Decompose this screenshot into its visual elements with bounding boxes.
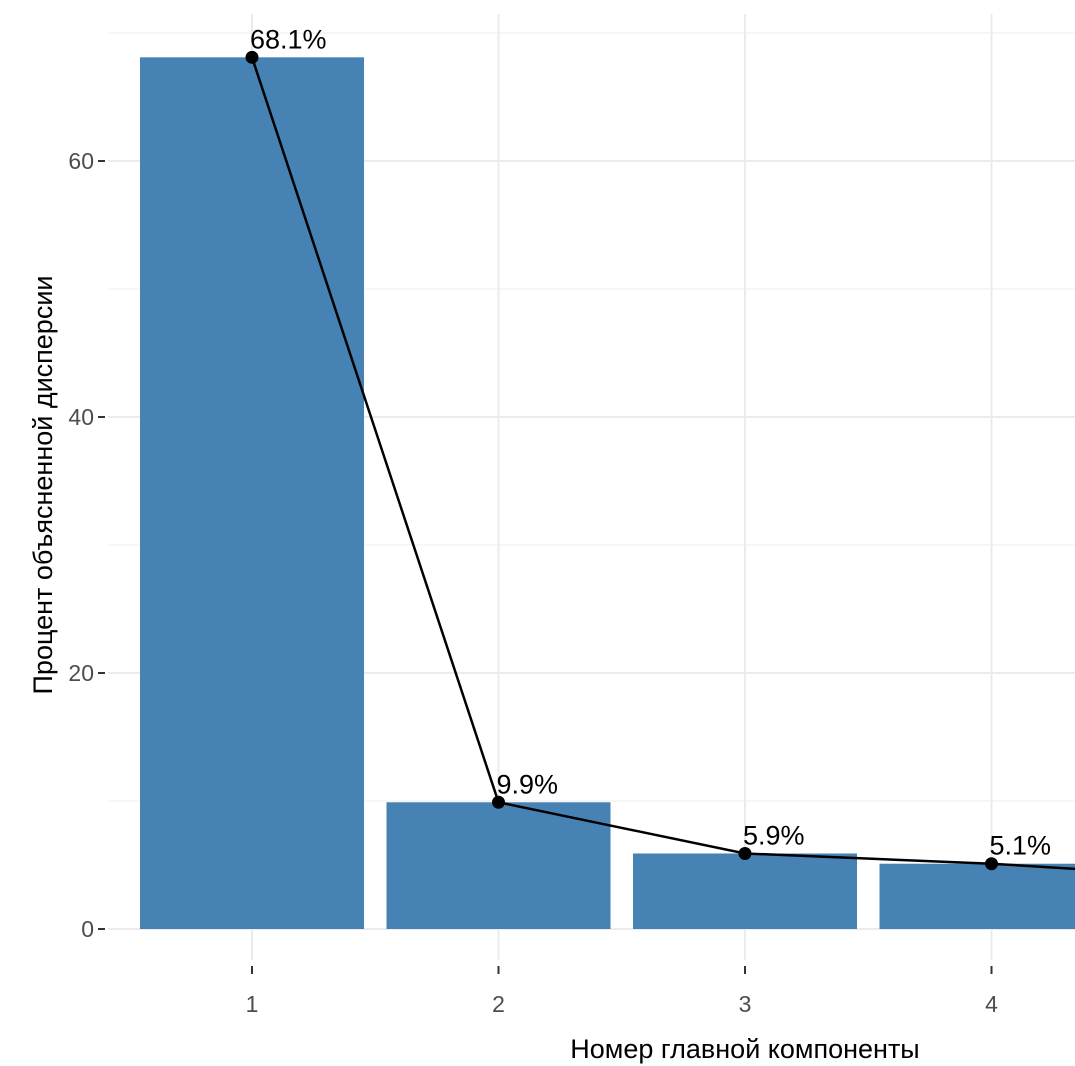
x-tick-label: 4 <box>985 991 998 1017</box>
point-2 <box>492 795 505 809</box>
bar-2 <box>386 802 611 929</box>
x-tick-label: 3 <box>739 991 752 1017</box>
bar-1 <box>140 57 364 929</box>
y-tick-label: 0 <box>81 916 94 942</box>
points <box>245 50 998 871</box>
bar-3 <box>633 853 857 929</box>
y-tick-label: 40 <box>68 404 94 430</box>
y-tick-label: 20 <box>68 660 94 686</box>
point-4 <box>985 857 998 871</box>
data-label-1: 68.1% <box>250 24 327 54</box>
point-1 <box>245 50 259 64</box>
series-line <box>250 56 1075 871</box>
data-labels: 68.1% 9.9% 5.9% 5.1% <box>250 24 1051 860</box>
x-tick-label: 2 <box>492 991 505 1017</box>
bar-4 <box>879 863 1075 929</box>
data-label-4: 5.1% <box>990 831 1052 861</box>
y-axis-title: Процент объясненной дисперсии <box>28 276 58 695</box>
x-axis-title: Номер главной компоненты <box>570 1034 919 1064</box>
point-3 <box>738 846 752 860</box>
data-label-2: 9.9% <box>497 769 559 799</box>
y-tick-label: 60 <box>68 148 94 174</box>
trend-line <box>250 56 1075 871</box>
y-axis: 0 20 40 60 <box>68 148 105 942</box>
bars <box>140 57 1075 929</box>
x-tick-label: 1 <box>246 991 259 1017</box>
x-axis: 1 2 3 4 <box>246 966 998 1017</box>
data-label-3: 5.9% <box>743 820 805 850</box>
